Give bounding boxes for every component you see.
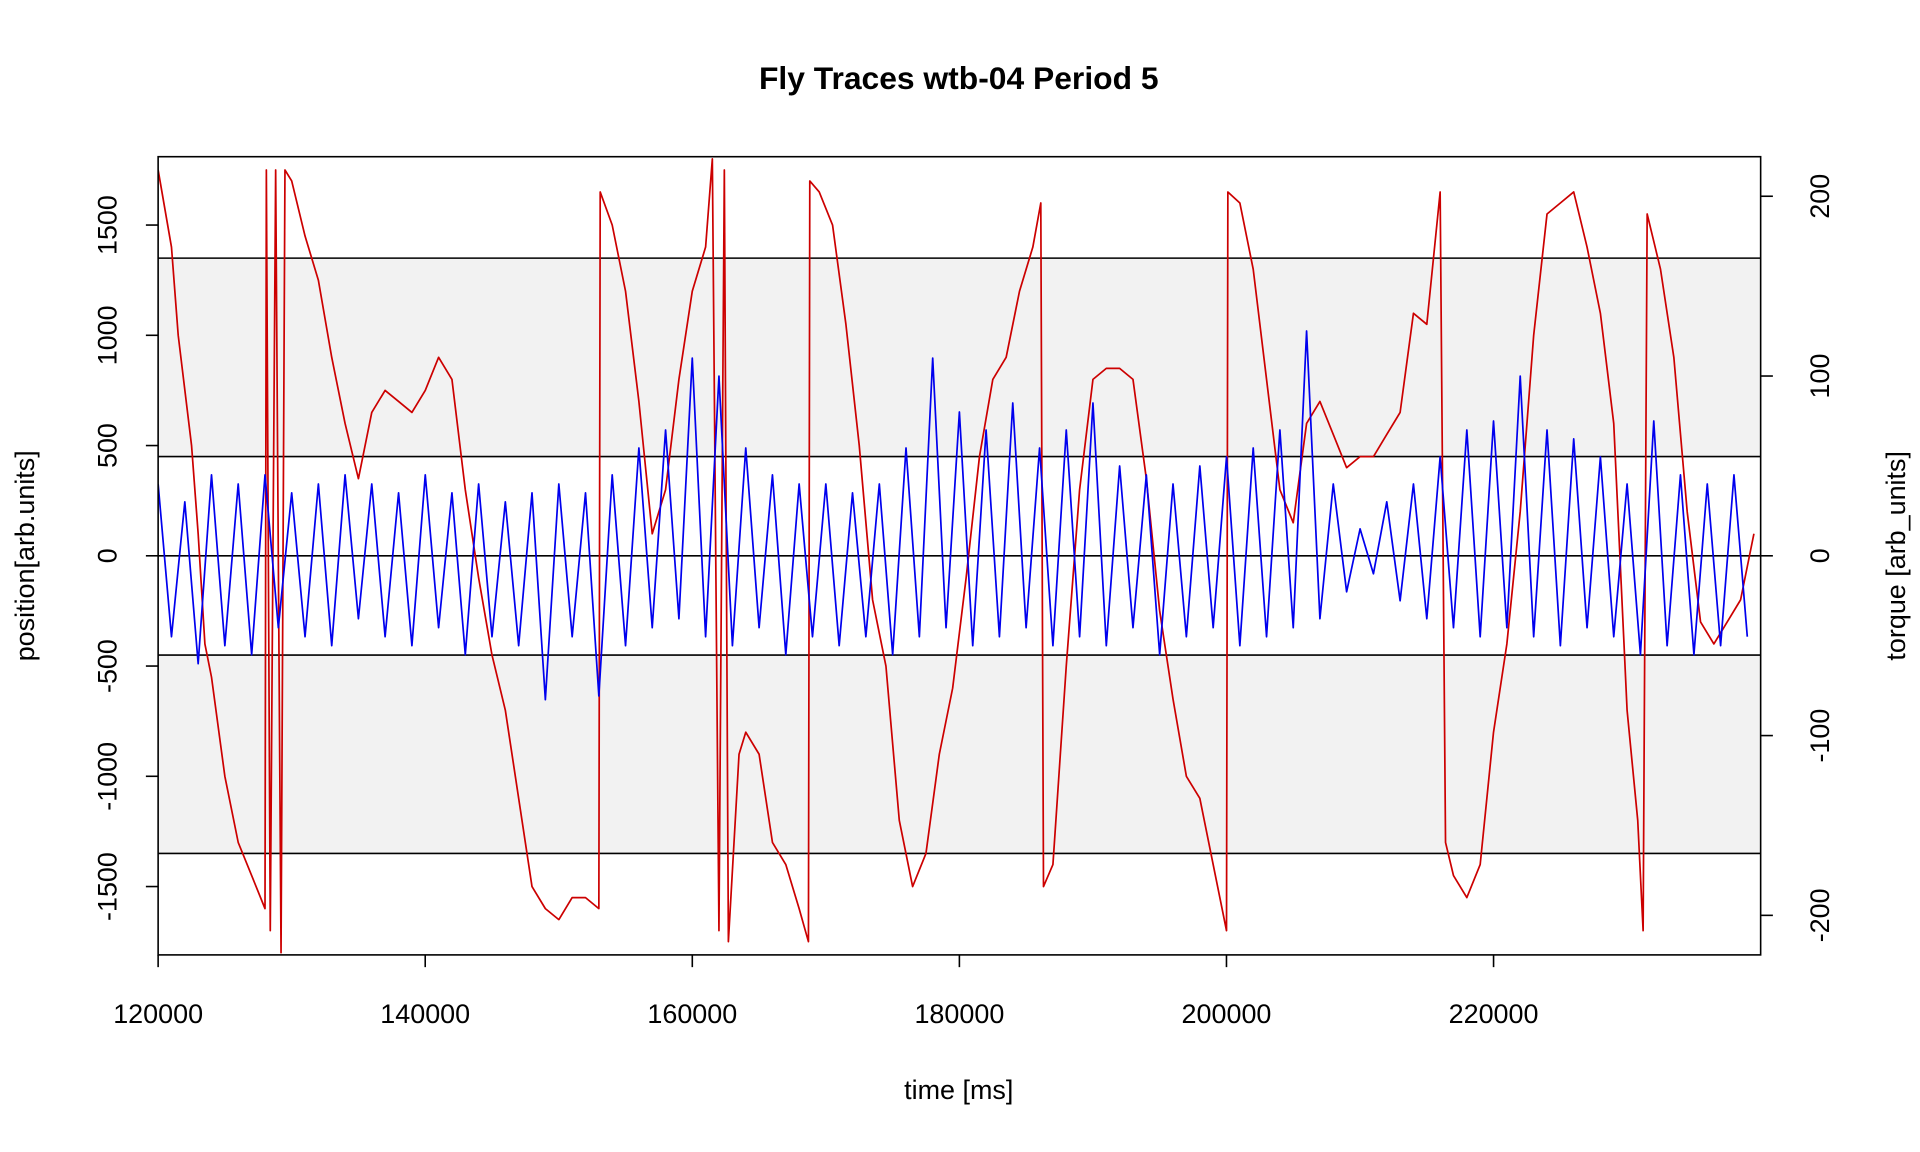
y-tick-label: -1000 (92, 742, 122, 811)
y-axis-label: position[arb.units] (10, 450, 40, 661)
series-line (158, 158, 1755, 954)
x-tick-label: 200000 (1182, 999, 1272, 1029)
y-tick-label: 0 (92, 548, 122, 563)
y2-tick-label: 200 (1805, 174, 1835, 219)
shaded-band (158, 655, 1761, 854)
y-tick-label: 500 (92, 423, 122, 468)
y2-tick-label: 100 (1805, 354, 1835, 399)
y2-tick-label: 0 (1805, 548, 1835, 563)
y2-tick-label: -200 (1805, 888, 1835, 942)
x-tick-label: 220000 (1449, 999, 1539, 1029)
x-axis-label: time [ms] (904, 1075, 1013, 1105)
y-tick-label: -1500 (92, 852, 122, 921)
y2-tick-label: -100 (1805, 709, 1835, 763)
series-line (158, 330, 1749, 701)
x-tick-label: 120000 (113, 999, 203, 1029)
y-tick-label: 1500 (92, 195, 122, 255)
y-tick-label: -500 (92, 639, 122, 693)
x-tick-label: 160000 (647, 999, 737, 1029)
y2-axis-label: torque [arb_units] (1881, 451, 1911, 661)
y-tick-label: 1000 (92, 305, 122, 365)
x-tick-label: 180000 (914, 999, 1004, 1029)
chart-title: Fly Traces wtb-04 Period 5 (759, 60, 1159, 96)
x-tick-label: 140000 (380, 999, 470, 1029)
